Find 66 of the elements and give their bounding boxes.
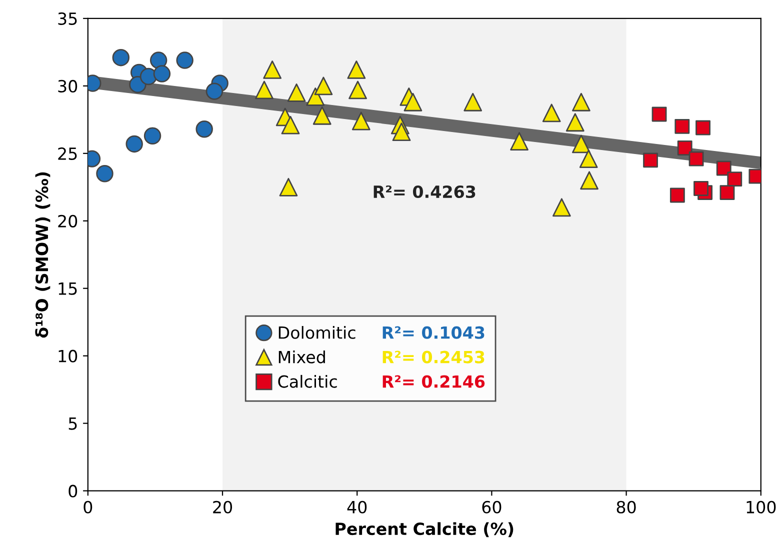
x-tick-label: 100 <box>746 500 776 514</box>
point <box>670 188 685 203</box>
point <box>392 122 411 142</box>
y-tick-label: 15 <box>58 282 77 295</box>
point <box>140 68 158 86</box>
point <box>255 80 274 100</box>
point <box>552 198 571 217</box>
point <box>150 52 168 69</box>
point <box>696 120 710 136</box>
x-axis-title: Percent Calcite (%) <box>336 522 514 538</box>
point <box>352 112 370 130</box>
point <box>579 150 598 168</box>
point <box>572 134 590 154</box>
legend-label: Dolomitic <box>278 326 356 339</box>
point <box>263 60 282 79</box>
y-tick-label: 5 <box>68 418 77 430</box>
point <box>677 140 692 156</box>
y-tick-label: 35 <box>58 12 77 26</box>
point <box>126 135 143 153</box>
point <box>688 151 704 166</box>
point <box>144 127 162 144</box>
point <box>694 181 708 196</box>
point <box>287 83 306 102</box>
x-tick-label: 60 <box>482 500 502 514</box>
point <box>306 88 325 106</box>
point <box>727 172 742 187</box>
point <box>153 65 171 82</box>
point <box>314 76 333 96</box>
y-tick-label: 30 <box>58 80 78 92</box>
x-tick-label: 80 <box>616 500 636 514</box>
x-tick-label: 20 <box>213 500 232 514</box>
point <box>643 152 658 168</box>
point <box>720 185 735 200</box>
point <box>652 106 667 122</box>
y-tick-label: 20 <box>58 214 78 228</box>
annotation: R²= 0.2453 <box>382 350 484 364</box>
annotation: R²= 0.2146 <box>382 375 485 388</box>
legend-label: Calcitic <box>278 374 337 388</box>
point <box>572 92 590 112</box>
x-tick-label: 40 <box>347 500 367 514</box>
point <box>96 165 114 182</box>
legend-label: Mixed <box>278 350 325 364</box>
point <box>348 80 367 100</box>
point <box>206 82 224 100</box>
point <box>196 120 213 138</box>
y-tick-label: 10 <box>58 350 78 362</box>
y-axis-title: δ¹⁸O (SMOW) (‰) <box>35 172 50 338</box>
point <box>566 113 584 132</box>
point <box>347 60 366 79</box>
y-tick-label: 25 <box>58 147 77 160</box>
point <box>716 160 732 176</box>
point <box>279 178 298 196</box>
point <box>112 48 130 66</box>
y-tick-label: 0 <box>68 484 78 498</box>
point <box>312 106 332 125</box>
annotation: R²= 0.4263 <box>374 185 476 198</box>
point <box>464 92 482 112</box>
point <box>281 116 300 134</box>
point <box>176 52 194 69</box>
point <box>510 132 528 150</box>
point <box>580 171 598 190</box>
x-tick-label: 0 <box>84 500 92 514</box>
point <box>674 118 690 134</box>
point <box>404 92 422 112</box>
annotation: R²= 0.1043 <box>382 326 484 339</box>
point <box>542 104 561 122</box>
